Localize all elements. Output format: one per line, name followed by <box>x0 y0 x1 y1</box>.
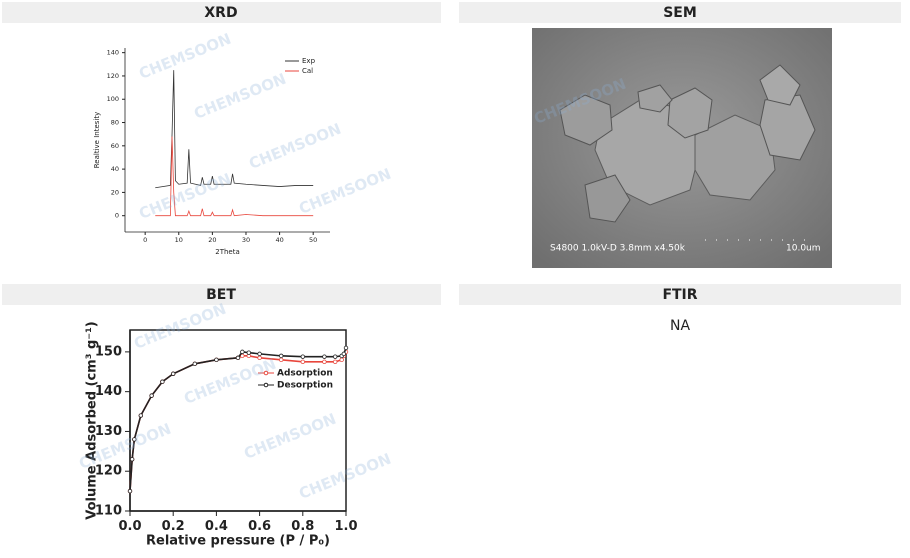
panel-title: BET <box>206 287 236 303</box>
chart: 0 20 40 60 80 100 120 140 0 10 20 30 40 50 2Theta Realt… <box>93 48 330 256</box>
y-tick-label: 110 <box>95 504 122 519</box>
x-axis-label: Relative pressure (P / P₀) <box>146 534 330 549</box>
panel-header <box>2 2 441 23</box>
watermark: CHEMSOON <box>136 170 233 223</box>
y-tick-label: 120 <box>107 72 119 80</box>
panel-title: XRD <box>204 5 237 21</box>
legend-marker <box>263 370 269 376</box>
panel-title: FTIR <box>662 287 697 303</box>
y-tick-label: 140 <box>95 384 122 399</box>
series-line <box>155 70 314 189</box>
panel-header <box>459 2 901 23</box>
y-tick-label: 130 <box>95 424 122 439</box>
y-tick-label: 100 <box>107 95 119 103</box>
series-marker <box>322 359 327 365</box>
sem-image <box>532 28 832 268</box>
series-marker <box>341 351 347 357</box>
legend-label: Exp <box>302 57 316 65</box>
sem-caption: S4800 1.0kV-D 3.8mm x4.50k <box>550 244 686 254</box>
watermark: CHEMSOON <box>246 120 343 173</box>
watermark: CHEMSOON <box>191 70 288 123</box>
series-marker <box>240 349 245 355</box>
series-marker <box>127 488 133 494</box>
y-tick-label: 0 <box>115 212 119 220</box>
x-tick-label: 0 <box>143 236 147 244</box>
panel-header <box>459 284 901 305</box>
series-marker <box>333 359 338 365</box>
x-tick-label: 50 <box>309 236 317 244</box>
watermark: CHEMSOON <box>241 410 338 463</box>
y-tick-label: 40 <box>111 165 119 173</box>
watermark: CHEMSOON <box>296 165 393 218</box>
legend-marker <box>263 382 269 388</box>
series-marker <box>132 437 137 442</box>
watermark: CHEMSOON <box>136 30 233 83</box>
y-tick-label: 20 <box>111 188 119 196</box>
series-line <box>155 136 314 217</box>
series-marker <box>246 350 251 355</box>
series-marker <box>339 357 344 363</box>
y-tick-label: 80 <box>111 119 119 127</box>
x-tick-label: 30 <box>242 236 250 244</box>
series-marker <box>343 345 349 351</box>
series-marker <box>129 457 135 462</box>
legend-label: Adsorption <box>277 369 333 379</box>
x-tick-label: 0.8 <box>291 519 314 534</box>
watermark: CHEMSOON <box>296 450 393 503</box>
series-marker <box>300 359 305 365</box>
series-marker <box>160 379 165 384</box>
series-marker <box>192 361 197 367</box>
y-axis-label: Volume Adsorbed (cm³ g⁻¹) <box>85 321 100 520</box>
series-marker <box>300 354 305 359</box>
series-marker <box>257 351 262 357</box>
x-tick-label: 20 <box>208 236 216 244</box>
watermark: CHEMSOON <box>131 300 228 353</box>
legend-label: Cal <box>302 67 313 75</box>
x-tick-label: 0.4 <box>205 519 228 534</box>
series-marker <box>170 371 176 376</box>
series-marker <box>235 355 241 361</box>
series-marker <box>333 354 338 359</box>
chart: 110 120 130 140 150 0.0 0.2 0.4 0.6 0.8 1.0 Relativ… <box>85 321 358 548</box>
x-tick-label: 0.6 <box>248 519 271 534</box>
series-marker <box>322 354 327 359</box>
y-axis-label: Realtive Intesity <box>93 112 101 169</box>
series-marker <box>214 357 219 363</box>
series-marker <box>138 413 143 418</box>
plot-frame <box>129 329 347 512</box>
x-axis-label: 2Theta <box>215 248 240 256</box>
y-tick-label: 140 <box>107 49 119 57</box>
x-tick-label: 40 <box>275 236 283 244</box>
y-tick-label: 60 <box>111 142 119 150</box>
x-tick-label: 0.0 <box>118 519 141 534</box>
x-tick-label: 1.0 <box>334 519 357 534</box>
panel-header <box>2 284 441 305</box>
x-tick-label: 10 <box>175 236 183 244</box>
legend-label: Desorption <box>277 381 333 391</box>
y-tick-label: 120 <box>95 464 122 479</box>
panel-text: NA <box>670 318 690 334</box>
series-marker <box>149 393 154 398</box>
series-marker <box>279 353 284 359</box>
x-tick-label: 0.2 <box>162 519 185 534</box>
series-marker <box>279 357 284 363</box>
panel-title: SEM <box>663 5 697 21</box>
y-tick-label: 150 <box>95 344 122 359</box>
sem-scale: 10.0um <box>786 244 821 254</box>
